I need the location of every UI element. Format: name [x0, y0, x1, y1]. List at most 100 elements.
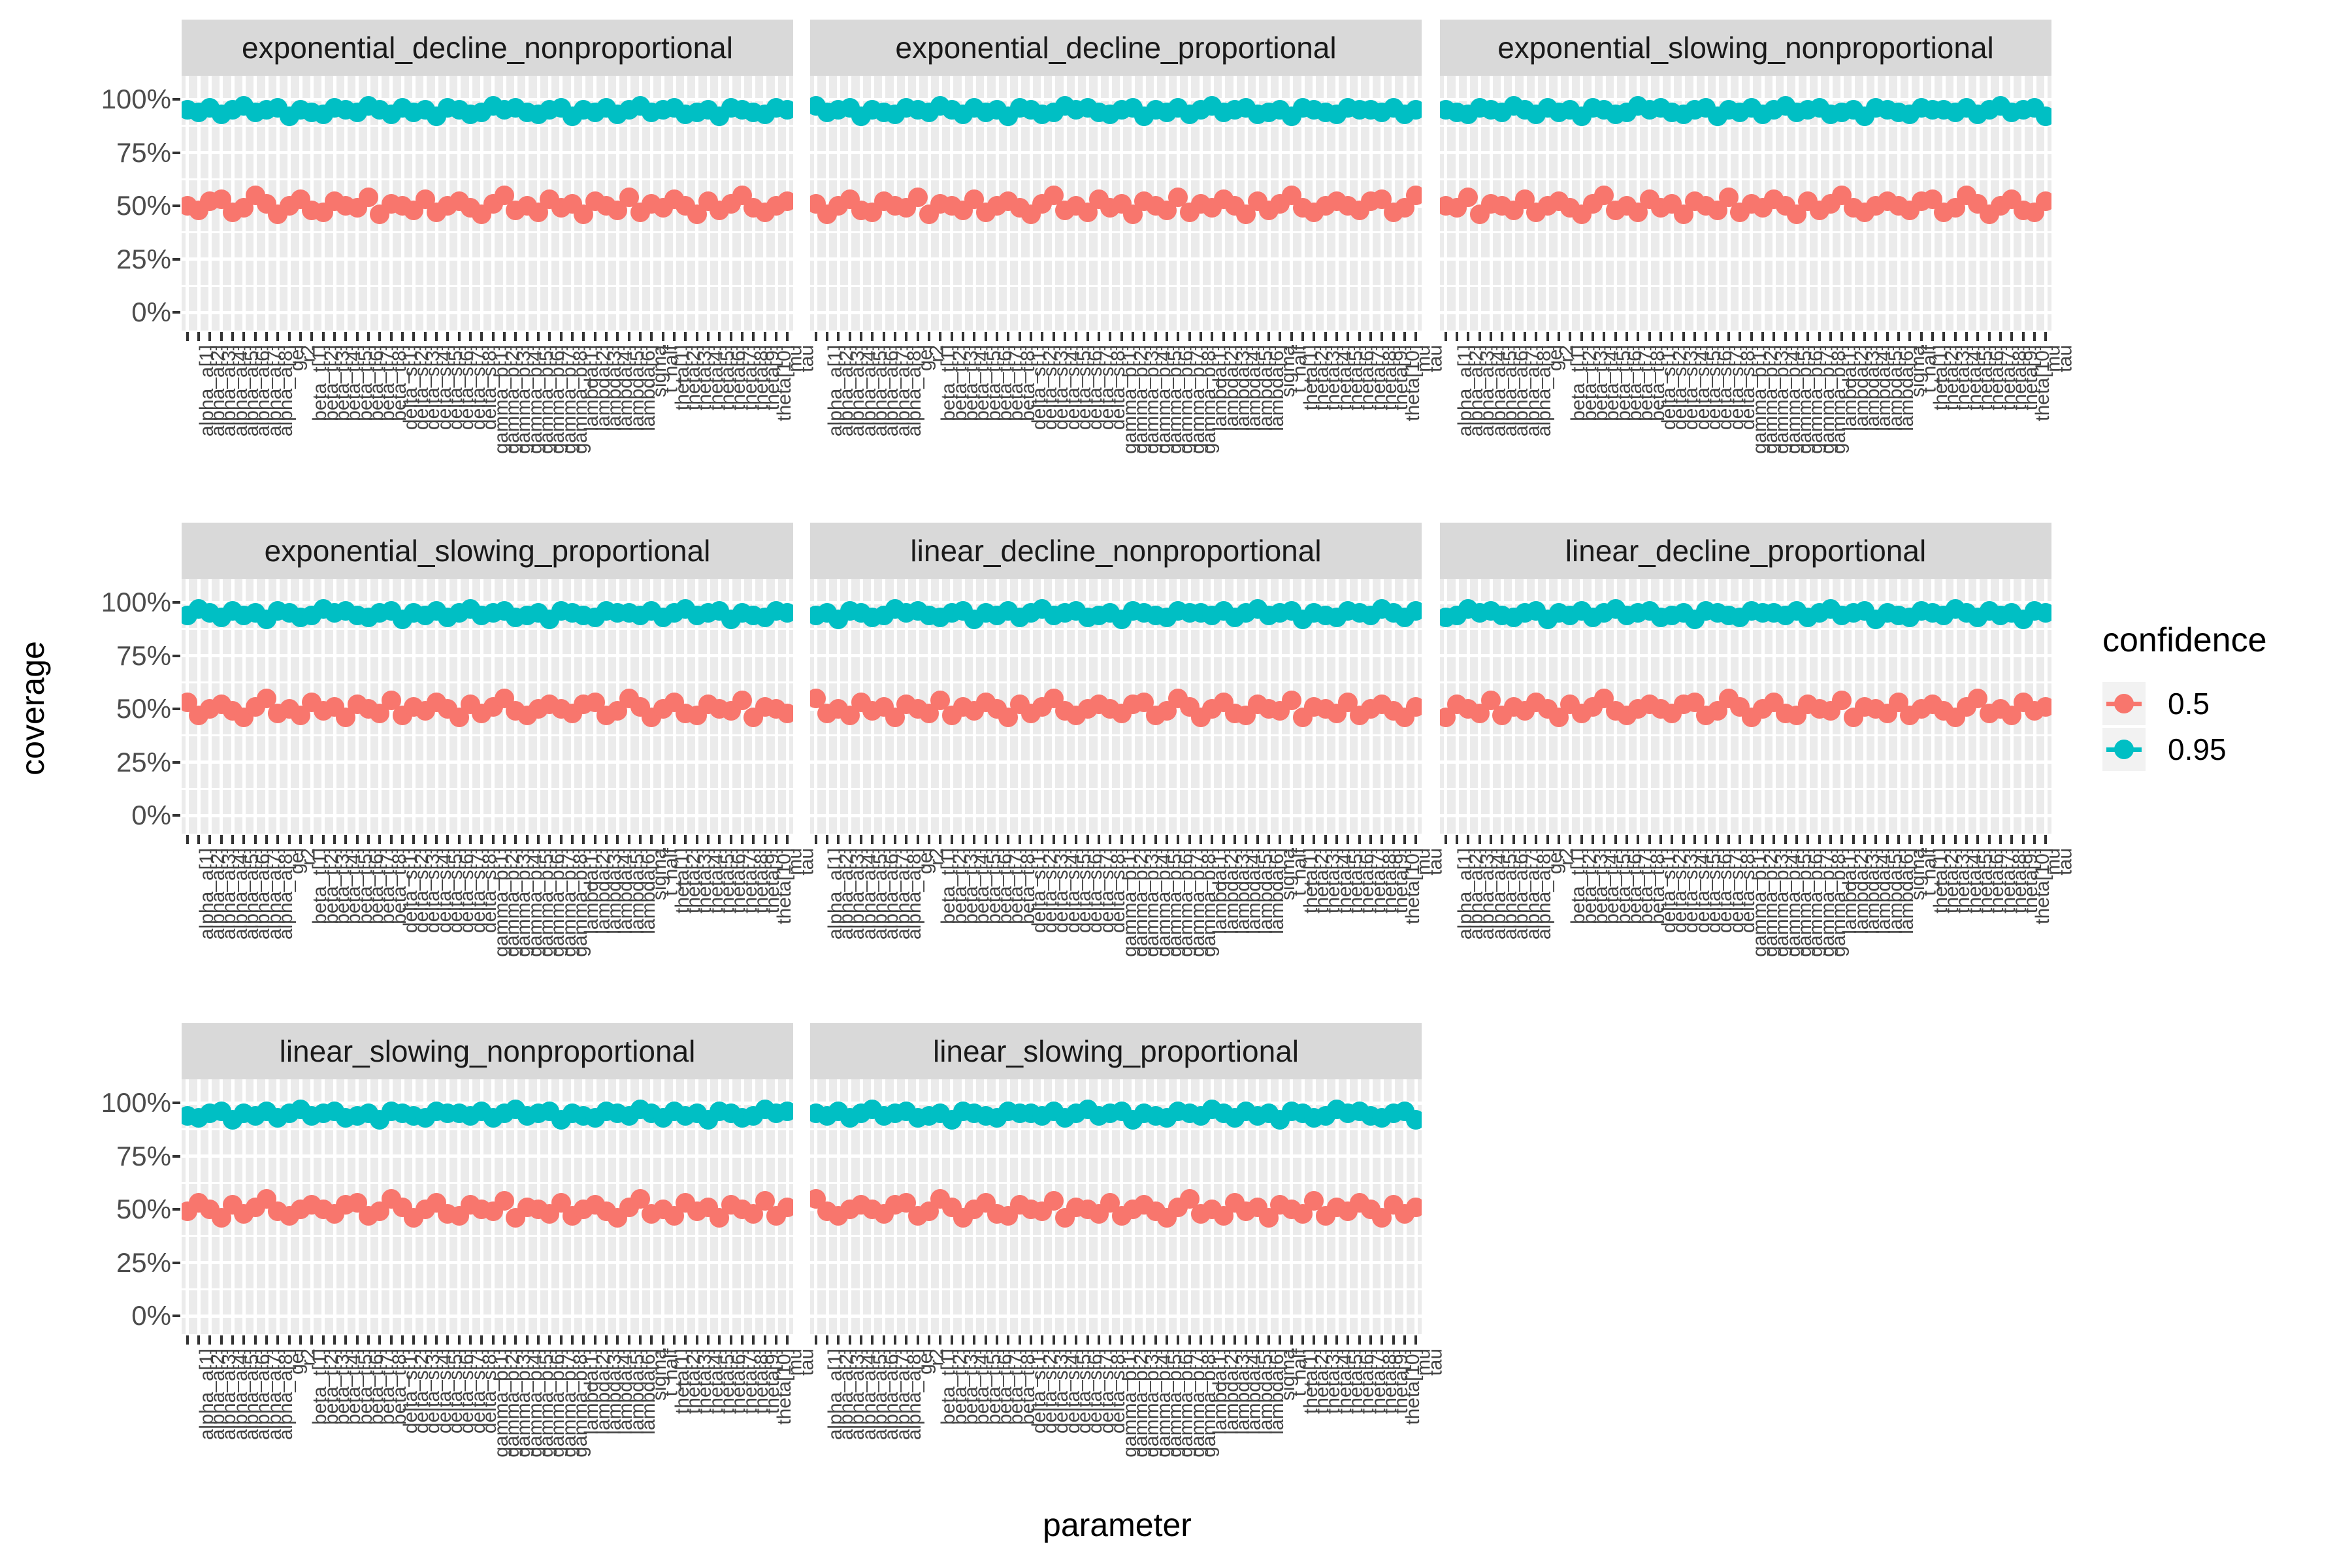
x-tick-mark: [412, 332, 416, 341]
data-point-0.95: [777, 100, 793, 120]
x-tick-mark: [871, 332, 874, 341]
x-tick-mark: [684, 1335, 687, 1345]
x-tick-mark: [1222, 332, 1225, 341]
x-tick-mark: [571, 1335, 574, 1345]
x-tick-mark: [1324, 835, 1327, 844]
gridline-major: [182, 257, 793, 261]
x-tick-mark: [435, 835, 438, 844]
x-tick-mark: [208, 332, 212, 341]
x-tick-mark: [1414, 332, 1418, 341]
x-tick-mark: [786, 835, 789, 844]
gridline-minor: [182, 1288, 793, 1290]
x-tick-mark: [208, 835, 212, 844]
x-tick-mark: [752, 1335, 755, 1345]
x-tick-labels: alpha_a[1] alpha_a[2] alpha_a[3] alpha_a[4]…: [810, 848, 1446, 1023]
y-tick-mark: [172, 311, 180, 314]
x-tick-mark: [1200, 835, 1202, 844]
x-tick-mark: [1392, 1335, 1395, 1345]
x-tick-mark: [1132, 1335, 1134, 1345]
y-tick-label: 100%: [101, 1087, 171, 1118]
x-tick-mark: [548, 1335, 551, 1345]
y-tick-mark: [172, 1208, 180, 1211]
x-tick-mark: [661, 332, 664, 341]
gridline-vertical: [378, 76, 382, 331]
x-tick-mark: [950, 835, 953, 844]
x-tick-mark: [1501, 332, 1504, 341]
x-tick-mark: [389, 835, 393, 844]
x-tick-mark: [1569, 332, 1572, 341]
y-tick-mark: [172, 151, 180, 154]
x-tick-mark: [1301, 332, 1304, 341]
x-tick-mark: [537, 835, 540, 844]
x-tick-labels: alpha_a[1] alpha_a[2] alpha_a[3] alpha_a[4]…: [1440, 345, 2076, 520]
gridline-vertical: [1244, 76, 1248, 331]
x-tick-mark: [882, 835, 885, 844]
x-tick-mark: [480, 835, 483, 844]
facet-title: linear_decline_nonproportional: [910, 534, 1322, 568]
x-tick-mark: [1637, 835, 1640, 844]
x-tick-mark: [514, 835, 517, 844]
x-tick-mark: [1007, 1335, 1010, 1345]
x-tick-mark: [321, 1335, 325, 1345]
x-tick-mark: [1109, 1335, 1112, 1345]
x-tick-mark: [435, 332, 438, 341]
x-tick-mark: [939, 332, 942, 341]
x-tick-mark: [848, 835, 851, 844]
x-tick-mark: [559, 332, 563, 341]
x-tick-mark: [480, 332, 483, 341]
gridline-minor: [810, 125, 1422, 127]
x-tick-mark: [1829, 332, 1832, 341]
gridline-minor: [810, 231, 1422, 234]
x-tick-mark: [378, 1335, 382, 1345]
x-tick-mark: [1166, 1335, 1168, 1345]
x-tick-mark: [491, 835, 495, 844]
data-point-0.5: [732, 690, 752, 710]
gridline-vertical: [1478, 76, 1482, 331]
x-tick-mark: [593, 332, 596, 341]
x-tick-mark: [882, 332, 885, 341]
x-tick-mark: [220, 1335, 223, 1345]
x-tick-mark: [1245, 835, 1248, 844]
x-tick-mark: [503, 1335, 506, 1345]
x-tick-mark: [2033, 835, 2036, 844]
x-tick-mark: [1671, 835, 1674, 844]
x-tick-mark: [1942, 332, 1946, 341]
x-tick-mark: [1403, 332, 1406, 341]
x-tick-mark: [1041, 332, 1044, 341]
gridline-minor: [182, 125, 793, 127]
y-tick-mark: [172, 760, 180, 764]
x-tick-mark: [848, 1335, 851, 1345]
legend-entry-0.95: 0.95: [2102, 728, 2267, 771]
x-tick-mark: [582, 1335, 585, 1345]
x-tick-mark: [344, 835, 348, 844]
x-tick-mark: [894, 835, 896, 844]
x-tick-mark: [1414, 1335, 1418, 1345]
x-tick-mark: [1380, 1335, 1384, 1345]
x-tick-mark: [548, 835, 551, 844]
x-tick-mark: [231, 835, 234, 844]
x-tick-mark: [491, 332, 495, 341]
x-tick-mark: [1840, 835, 1844, 844]
gridline-minor: [810, 1181, 1422, 1184]
x-tick-mark: [962, 332, 964, 341]
data-point-0.5: [1406, 185, 1422, 205]
x-tick-mark: [1716, 332, 1719, 341]
x-tick-mark: [242, 332, 246, 341]
x-tick-mark: [984, 835, 987, 844]
x-tick-mark: [1030, 835, 1032, 844]
x-tick-mark: [525, 835, 529, 844]
facet-panel: [810, 76, 1422, 331]
x-tick-mark: [1030, 1335, 1032, 1345]
x-tick-mark: [582, 835, 585, 844]
x-tick-mark: [242, 1335, 246, 1345]
x-tick-mark: [950, 332, 953, 341]
x-tick-mark: [367, 332, 370, 341]
x-tick-mark: [355, 332, 359, 341]
facet-strip: exponential_slowing_proportional: [182, 523, 793, 579]
x-tick-mark: [639, 835, 642, 844]
x-tick-mark: [514, 332, 517, 341]
x-tick-mark: [627, 332, 630, 341]
x-tick-mark: [1290, 1335, 1293, 1345]
x-tick-mark: [1200, 332, 1202, 341]
x-tick-mark: [928, 1335, 930, 1345]
